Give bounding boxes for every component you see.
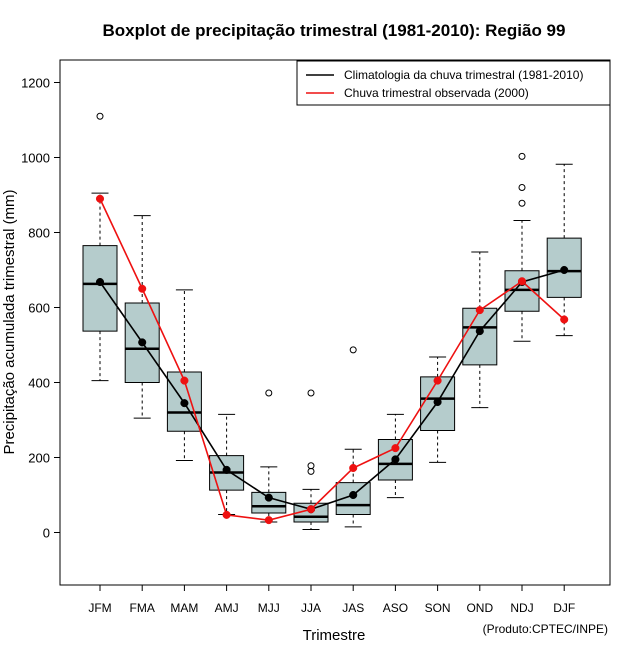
series-point [180,399,189,408]
boxplot-FMA [124,215,160,419]
series-point [349,463,358,473]
x-tick-label: SON [425,601,451,615]
y-tick-label: 600 [28,301,50,316]
boxplot-AMJ [209,413,245,515]
series-point [433,376,442,385]
series-point [95,277,105,287]
x-tick-label: ASO [383,601,408,615]
series-point [475,306,484,315]
iqr-box [82,245,118,332]
series-point [560,315,569,324]
y-axis: 0 200 400 600 800 1000 1200 [21,76,60,541]
series-point [560,265,569,275]
plot-frame [59,59,611,586]
series-point [138,338,147,347]
y-tick-label: 1000 [21,151,50,166]
outlier-point [518,199,526,207]
x-axis: JFM FMA MAM AMJ MJJ JJA JAS ASO SON OND NDJ DJF [88,585,575,615]
legend: Climatologia da chuva trimestral (1981-2… [296,60,611,106]
observed-series [95,194,569,525]
series-point [222,465,231,474]
series-point [517,277,527,286]
y-tick-label: 0 [43,526,50,541]
outlier-point [265,389,273,397]
outlier-point [518,184,526,191]
outlier-point [349,346,357,354]
series-point [95,194,105,203]
outlier-point [307,462,315,470]
boxplot-SON [420,356,456,463]
x-tick-label: JAS [342,601,364,615]
series-point [349,490,358,500]
outlier-point [307,467,315,475]
series-point [391,455,400,464]
x-tick-label: MJJ [258,601,280,615]
y-tick-label: 1200 [21,76,50,91]
x-tick-label: FMA [130,601,155,615]
x-tick-label: OND [466,601,493,615]
credit-text: (Produto:CPTEC/INPE) [483,622,608,636]
legend-label: Chuva trimestral observada (2000) [344,86,529,100]
x-tick-label: AMJ [215,601,239,615]
outlier-point [518,152,526,160]
outlier-point [96,112,104,120]
series-point [138,284,147,293]
outlier-point [307,389,315,397]
x-tick-label: MAM [170,601,198,615]
x-tick-label: DJF [553,601,575,615]
series-point [222,510,231,519]
legend-box [296,60,611,106]
y-tick-label: 400 [28,376,50,391]
series-line [99,269,565,511]
series-point [306,505,316,514]
series-point [475,327,484,336]
x-tick-label: JFM [88,601,111,615]
series-lines [95,194,569,525]
y-tick-label: 800 [28,226,50,241]
y-axis-label: Precipitação acumulada trimestral (mm) [1,189,18,454]
boxplot-NDJ [504,152,540,342]
boxplots [82,112,582,530]
boxplot-DJF [546,163,582,337]
series-point [264,493,273,502]
x-tick-label: JJA [301,601,321,615]
boxplot-MJJ [251,389,287,523]
series-point [264,516,273,525]
boxplot-JAS [335,346,371,528]
series-point [433,397,442,407]
series-point [180,376,189,385]
chart-title: Boxplot de precipitação trimestral (1981… [103,21,566,40]
boxplot-MAM [166,289,202,461]
legend-label: Climatologia da chuva trimestral (1981-2… [344,68,583,82]
boxplot-JFM [82,112,118,382]
x-tick-label: NDJ [510,601,533,615]
series-point [391,444,400,453]
y-tick-label: 200 [28,451,50,466]
series-line [99,198,565,521]
x-axis-label: Trimestre [303,627,366,644]
